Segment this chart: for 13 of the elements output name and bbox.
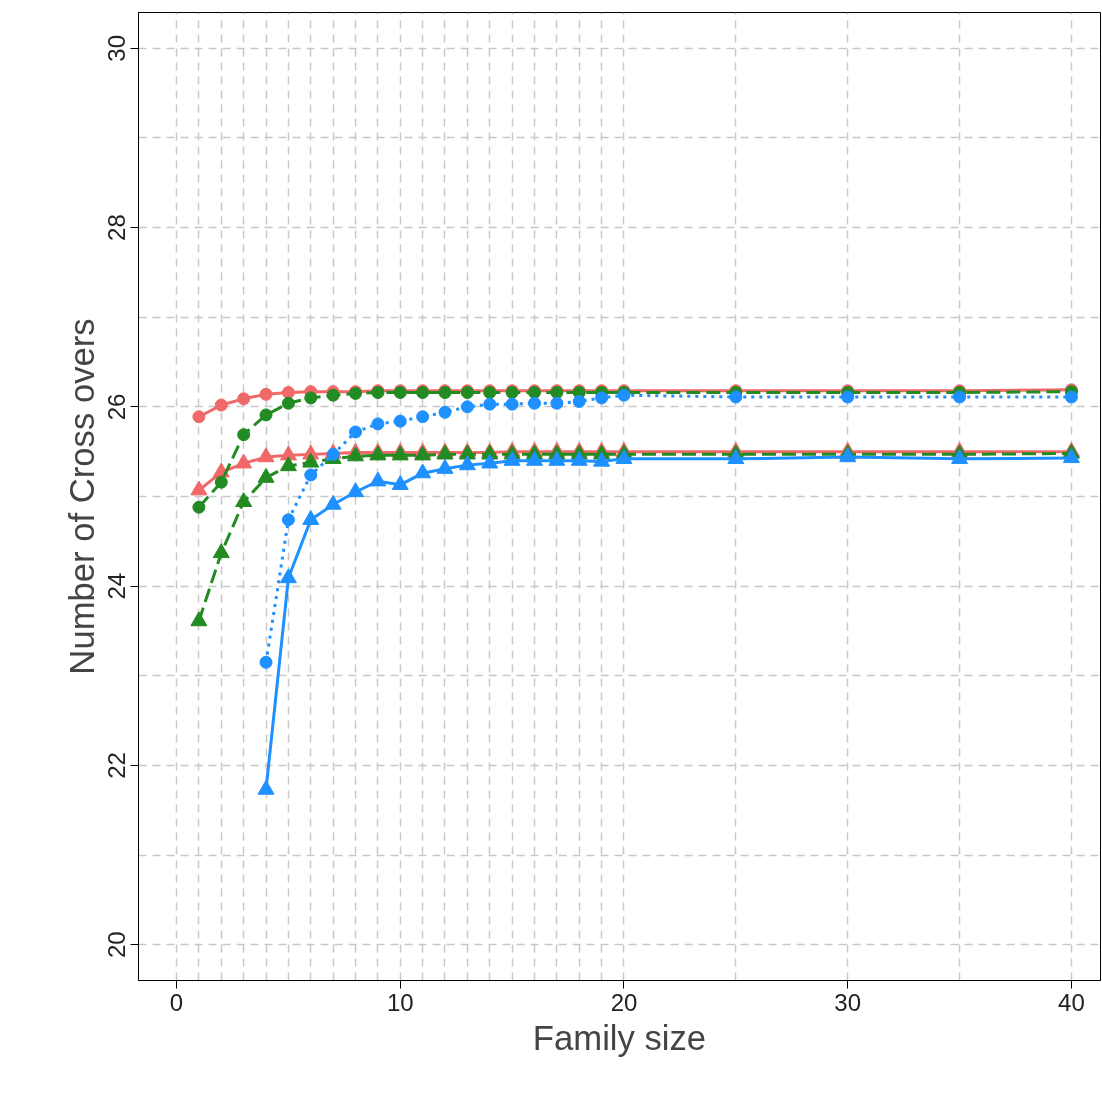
y-tick-label: 24 xyxy=(103,572,131,600)
y-tick-label: 20 xyxy=(103,931,131,958)
x-tick-label: 30 xyxy=(834,988,862,1016)
x-axis-title: Family size xyxy=(532,1018,707,1057)
x-tick-label: 40 xyxy=(1058,988,1085,1016)
y-tick-label: 30 xyxy=(103,35,131,62)
y-tick-label: 28 xyxy=(103,214,131,241)
y-tick-label: 22 xyxy=(103,752,131,779)
x-tick-label: 10 xyxy=(386,988,414,1016)
x-tick-label: 20 xyxy=(610,988,638,1016)
x-tick-label: 0 xyxy=(169,988,184,1016)
y-tick-label: 26 xyxy=(103,393,131,421)
y-axis-title: Number of Cross overs xyxy=(62,318,101,675)
